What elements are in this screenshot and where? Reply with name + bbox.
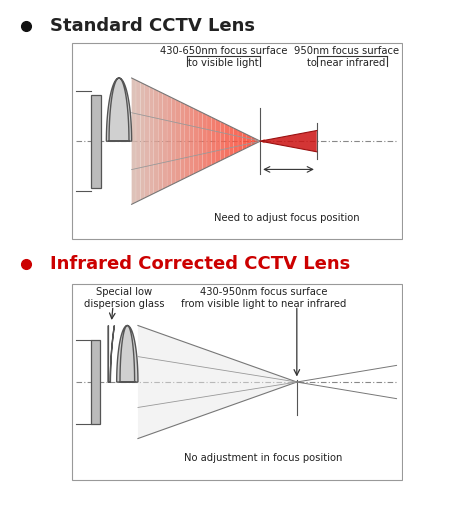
Polygon shape (167, 95, 172, 187)
Text: 430-950nm focus surface
from visible light to near infrared: 430-950nm focus surface from visible lig… (181, 287, 346, 309)
Polygon shape (185, 104, 189, 178)
Text: Special low
dispersion glass: Special low dispersion glass (84, 287, 164, 309)
Polygon shape (207, 115, 211, 167)
Polygon shape (216, 119, 220, 163)
Polygon shape (247, 135, 251, 148)
Polygon shape (145, 84, 149, 198)
Polygon shape (172, 97, 176, 185)
Polygon shape (154, 89, 158, 193)
Polygon shape (132, 78, 136, 204)
Polygon shape (117, 325, 138, 382)
Polygon shape (202, 113, 207, 169)
Text: Need to adjust focus position: Need to adjust focus position (214, 212, 360, 223)
Text: 430-650nm focus surface
to visible light: 430-650nm focus surface to visible light (160, 47, 287, 68)
Polygon shape (260, 139, 264, 143)
Polygon shape (138, 325, 297, 439)
Polygon shape (149, 87, 154, 196)
Polygon shape (225, 124, 229, 159)
Text: 950nm focus surface
to near infrared: 950nm focus surface to near infrared (294, 47, 399, 68)
Polygon shape (136, 80, 140, 202)
Bar (91, 340, 100, 424)
Polygon shape (251, 137, 255, 146)
Text: Infrared Corrected CCTV Lens: Infrared Corrected CCTV Lens (50, 255, 350, 273)
Polygon shape (158, 91, 163, 191)
Polygon shape (198, 111, 202, 171)
Polygon shape (109, 325, 114, 382)
Polygon shape (106, 78, 132, 141)
Polygon shape (211, 117, 216, 165)
Polygon shape (229, 126, 234, 156)
Polygon shape (176, 100, 180, 182)
Polygon shape (220, 122, 225, 161)
Polygon shape (238, 130, 242, 152)
Text: No adjustment in focus position: No adjustment in focus position (184, 453, 343, 464)
Text: Standard CCTV Lens: Standard CCTV Lens (50, 17, 255, 35)
Polygon shape (243, 133, 247, 150)
Polygon shape (181, 102, 185, 180)
Polygon shape (234, 128, 238, 154)
Polygon shape (260, 131, 317, 152)
Bar (91, 95, 100, 188)
Polygon shape (189, 106, 193, 176)
Polygon shape (163, 93, 167, 189)
Polygon shape (194, 108, 198, 174)
Polygon shape (140, 82, 145, 200)
Polygon shape (256, 139, 260, 143)
